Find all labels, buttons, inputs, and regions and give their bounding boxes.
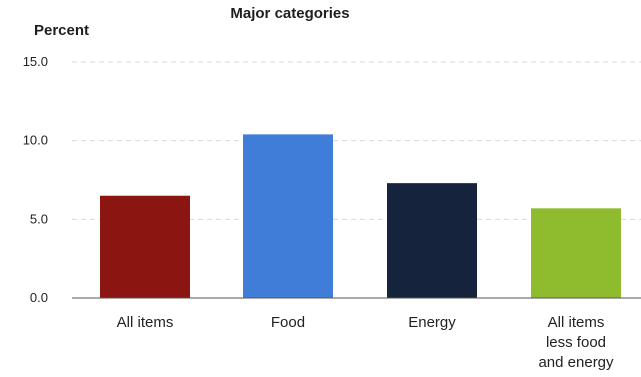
bar (531, 208, 621, 298)
x-tick-label: All items (548, 314, 605, 331)
bar (387, 183, 477, 298)
category-labels: All items Food Energy All items less food and… (117, 314, 614, 371)
x-tick-label: Energy (408, 314, 456, 331)
y-tick-labels: 0.0 5.0 10.0 15.0 (23, 54, 48, 305)
x-tick-label: All items (117, 314, 174, 331)
y-tick-label: 15.0 (23, 54, 48, 69)
x-tick-label: less food (546, 334, 606, 351)
y-tick-label: 0.0 (30, 290, 48, 305)
gridlines (72, 61, 641, 220)
x-tick-label: and energy (538, 354, 614, 371)
y-tick-label: 10.0 (23, 133, 48, 148)
chart-title: Major categories (230, 5, 349, 22)
bar (243, 134, 333, 298)
bar (100, 195, 190, 298)
bars (100, 134, 621, 298)
x-tick-label: Food (271, 314, 305, 331)
y-axis-label: Percent (34, 22, 89, 39)
y-tick-label: 5.0 (30, 211, 48, 226)
